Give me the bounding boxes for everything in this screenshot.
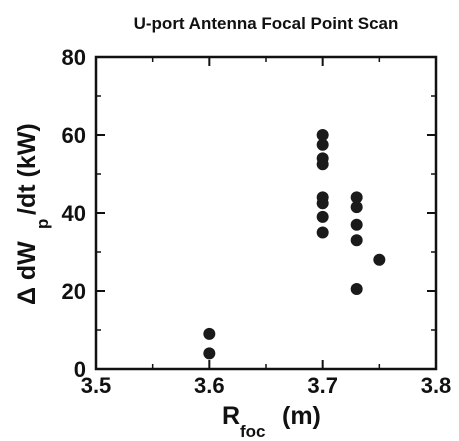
data-point — [350, 283, 363, 296]
data-point — [350, 218, 363, 231]
x-tick-label: 3.7 — [307, 373, 338, 398]
data-point — [203, 327, 216, 340]
y-tick-label: 80 — [62, 45, 86, 70]
x-tick-label: 3.6 — [194, 373, 225, 398]
x-axis-label-sub: foc — [240, 422, 266, 441]
y-axis-label-sub: p — [33, 219, 52, 229]
data-point — [350, 191, 363, 204]
data-point — [316, 138, 329, 151]
data-point — [316, 210, 329, 223]
y-axis-label-suffix: /dt (kW) — [13, 123, 41, 215]
y-tick-label: 20 — [62, 279, 86, 304]
data-point — [350, 234, 363, 247]
data-point — [316, 226, 329, 239]
data-point — [350, 201, 363, 214]
data-point — [373, 253, 386, 266]
axis-ticks: 3.5 3.6 3.7 3.8 0 20 40 60 80 — [62, 45, 452, 398]
y-tick-label: 0 — [74, 357, 86, 382]
x-tick-label: 3.5 — [81, 373, 112, 398]
plot-frame — [94, 55, 438, 371]
y-axis-label-prefix: Δ dW — [13, 241, 41, 305]
data-point — [203, 347, 216, 360]
data-point — [316, 197, 329, 210]
data-points — [203, 129, 386, 360]
x-tick-label: 3.8 — [421, 373, 452, 398]
y-tick-label: 60 — [62, 123, 86, 148]
x-axis-label-main: R — [222, 402, 240, 430]
y-tick-label: 40 — [62, 201, 86, 226]
y-axis-label: Δ dW p /dt (kW) — [13, 123, 52, 305]
data-point — [316, 158, 329, 171]
x-axis-label-unit: (m) — [282, 402, 321, 430]
x-axis-label: R foc (m) — [222, 402, 321, 441]
data-point — [316, 129, 329, 141]
chart-title: U-port Antenna Focal Point Scan — [134, 14, 399, 33]
